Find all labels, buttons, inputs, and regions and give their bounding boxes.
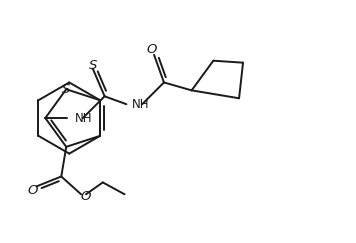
Text: O: O (147, 43, 157, 56)
Text: O: O (81, 190, 91, 203)
Text: O: O (27, 184, 38, 197)
Text: S: S (62, 83, 70, 96)
Text: NH: NH (132, 98, 150, 111)
Text: S: S (89, 59, 97, 72)
Text: NH: NH (75, 112, 93, 125)
